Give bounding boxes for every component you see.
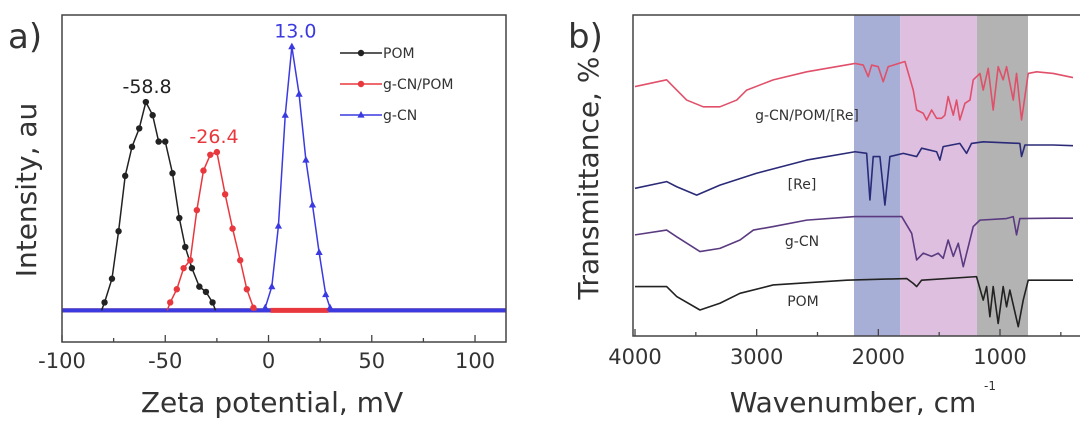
spectrum-re xyxy=(634,140,1074,206)
data-point xyxy=(322,290,330,298)
data-point xyxy=(173,286,181,293)
data-point xyxy=(243,286,251,293)
x-tick-label: 100 xyxy=(455,349,495,373)
spectrum-g-cn-pom-re xyxy=(634,60,1074,121)
trace-label-g-cn: g-CN xyxy=(785,234,819,250)
peak-annotation: -26.4 xyxy=(189,126,238,148)
panel-b-trace-labels: g-CN/POM/[Re] [Re] g-CN POM xyxy=(755,108,859,310)
series-g-cn xyxy=(261,42,334,311)
x-tick-label: 2000 xyxy=(852,345,905,369)
panel-b-y-axis-label: Transmittance, % xyxy=(572,57,605,301)
data-point xyxy=(142,98,150,106)
panel-b-x-axis-label: Wavenumber, cm xyxy=(730,386,977,419)
data-point xyxy=(196,283,203,290)
data-point xyxy=(295,90,303,97)
x-tick-label: 3000 xyxy=(730,345,783,369)
x-tick-label: -50 xyxy=(148,349,182,373)
line-g-cn-pom xyxy=(166,151,257,311)
peak-annotation: -58.8 xyxy=(122,76,171,98)
x-tick-label: 1000 xyxy=(973,345,1026,369)
legend-item-g-cn: g-CN xyxy=(340,108,417,124)
panel-b-x-ticks: 4000 3000 2000 1000 xyxy=(608,329,1062,369)
legend-label: POM xyxy=(383,46,415,62)
x-tick-label: 4000 xyxy=(608,345,661,369)
panel-b-x-axis-label-superscript: -1 xyxy=(984,379,996,393)
legend-item-pom: POM xyxy=(340,46,415,62)
series-g-cn-pom xyxy=(166,148,257,311)
panel-b-ftir: b) 4000 3000 2000 1000 Wavenumber, cm -1 Tr… xyxy=(568,14,1080,419)
line-g-cn xyxy=(261,46,334,311)
panel-a-legend: POM g-CN/POM g-CN xyxy=(340,46,453,124)
panel-a-x-ticks: -100 -50 0 50 100 xyxy=(38,335,495,373)
data-point xyxy=(288,42,296,50)
series-pom xyxy=(100,98,217,311)
data-point xyxy=(182,243,189,251)
spectrum-g-cn xyxy=(634,215,1073,268)
legend-label: g-CN xyxy=(383,108,417,124)
legend-marker xyxy=(357,80,365,88)
data-point xyxy=(281,111,289,118)
data-point xyxy=(213,148,221,156)
shaded-region-3 xyxy=(976,15,1028,336)
data-point xyxy=(167,299,174,306)
data-point xyxy=(229,225,236,232)
panel-b-plot-area xyxy=(634,15,1074,336)
data-point xyxy=(308,200,317,208)
data-point xyxy=(261,303,269,311)
panel-a-plot-area xyxy=(62,42,506,313)
spectrum-pom xyxy=(635,275,1073,328)
data-point xyxy=(237,257,244,264)
panel-a-label: a) xyxy=(8,17,42,57)
data-point xyxy=(274,221,283,229)
data-point xyxy=(193,206,201,214)
trace-label-re: [Re] xyxy=(788,177,817,193)
data-point xyxy=(136,125,143,132)
panel-b-label: b) xyxy=(568,17,603,57)
trace-label-g-cn-pom-re: g-CN/POM/[Re] xyxy=(755,108,859,124)
data-point xyxy=(121,172,129,180)
data-point xyxy=(302,156,310,163)
panel-a-y-axis-label: Intensity, au xyxy=(10,103,43,278)
panel-a-zeta-potential: a) -100 -50 0 50 100 Zeta potential, mV Inte… xyxy=(8,14,507,419)
data-point xyxy=(187,257,194,264)
shaded-region-2 xyxy=(900,15,977,336)
data-point xyxy=(115,228,122,235)
x-tick-label: 50 xyxy=(358,349,385,373)
data-point xyxy=(155,138,162,145)
panel-b-frame xyxy=(632,14,1080,337)
legend-marker xyxy=(357,111,365,118)
legend-label: g-CN/POM xyxy=(383,77,453,93)
x-tick-label: 0 xyxy=(262,349,275,373)
data-point xyxy=(268,282,276,290)
data-point xyxy=(209,299,216,306)
x-tick-label: -100 xyxy=(38,349,86,373)
panel-a-frame xyxy=(61,14,507,343)
data-point xyxy=(108,275,116,282)
data-point xyxy=(250,304,257,311)
data-point xyxy=(221,191,229,198)
data-point xyxy=(101,299,108,306)
data-point xyxy=(180,264,187,272)
data-point xyxy=(202,288,210,296)
trace-label-pom: POM xyxy=(787,294,819,310)
data-point xyxy=(315,248,323,255)
data-point xyxy=(326,303,334,311)
panel-a-annotations: -58.8 -26.4 13.0 xyxy=(122,21,316,148)
shaded-region-1 xyxy=(854,15,901,336)
legend-item-g-cn-pom: g-CN/POM xyxy=(340,77,453,93)
data-point xyxy=(169,170,176,177)
panel-a-x-axis-label: Zeta potential, mV xyxy=(141,386,403,419)
data-point xyxy=(176,214,183,222)
data-point xyxy=(188,264,196,272)
data-point xyxy=(128,143,136,151)
peak-annotation: 13.0 xyxy=(274,21,316,43)
data-point xyxy=(200,167,207,174)
legend-marker xyxy=(357,49,365,57)
data-point xyxy=(207,151,214,158)
data-point xyxy=(149,112,156,119)
data-point xyxy=(162,138,169,145)
